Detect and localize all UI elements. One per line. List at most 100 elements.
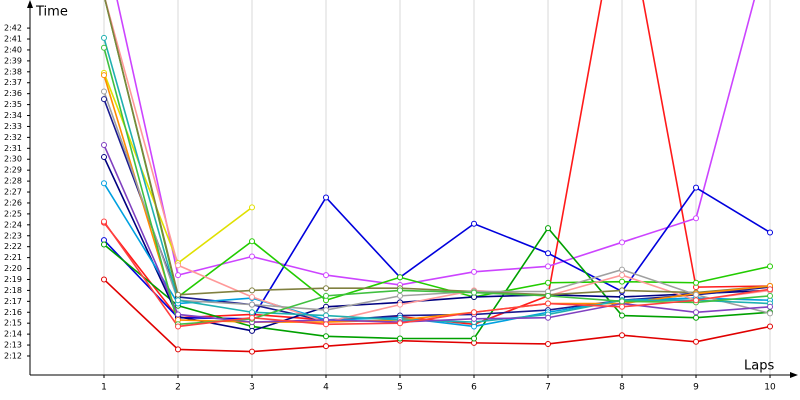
y-tick-label: 2:22 [4, 242, 22, 251]
y-tick-label: 2:16 [4, 308, 22, 317]
point [101, 154, 108, 161]
point [323, 292, 330, 299]
y-tick-label: 2:28 [4, 177, 22, 186]
point [545, 263, 552, 270]
point [545, 225, 552, 232]
point [619, 287, 626, 294]
point [249, 301, 256, 308]
tick-labels: 2:122:13 2:14 2:15 2:16 2:17 2:18 2:19 2:20 2:21… [4, 24, 776, 393]
point [323, 194, 330, 201]
point [397, 320, 404, 327]
point [101, 34, 108, 41]
point [101, 180, 108, 187]
point [693, 338, 700, 345]
point [545, 340, 552, 347]
point [397, 335, 404, 342]
y-tick-label: 2:32 [4, 133, 22, 142]
y-tick-label: 2:36 [4, 89, 22, 98]
point [693, 184, 700, 191]
point [249, 293, 256, 300]
point [619, 278, 626, 285]
point [545, 292, 552, 299]
series-line [103, 91, 771, 315]
y-tick-label: 2:29 [4, 166, 22, 175]
point [545, 250, 552, 257]
point [323, 272, 330, 279]
x-tick-label: 5 [397, 383, 403, 393]
point [249, 327, 256, 334]
point [323, 321, 330, 328]
point [619, 312, 626, 319]
y-tick-label: 2:41 [4, 35, 22, 44]
y-tick-label: 2:19 [4, 275, 22, 284]
point [471, 220, 478, 227]
series-line [103, 226, 771, 340]
x-tick-label: 7 [545, 383, 551, 393]
series-line [104, 0, 771, 323]
point [101, 218, 108, 225]
point [767, 286, 774, 293]
point [471, 315, 478, 322]
y-tick-label: 2:25 [4, 209, 22, 218]
y-tick-label: 2:24 [4, 220, 22, 229]
y-tick-label: 2:35 [4, 100, 22, 109]
x-axis-title: Laps [744, 359, 774, 374]
point [101, 44, 108, 51]
point [471, 335, 478, 342]
y-tick-label: 2:21 [4, 253, 22, 262]
point [767, 292, 774, 299]
point [101, 142, 108, 149]
y-axis-title: Time [35, 5, 68, 20]
x-tick-label: 2 [175, 383, 181, 393]
point [619, 272, 626, 279]
y-tick-label: 2:20 [4, 264, 22, 273]
series-line [103, 221, 771, 328]
y-tick-label: 2:18 [4, 286, 22, 295]
point [249, 309, 256, 316]
y-tick-label: 2:39 [4, 56, 22, 65]
point [619, 332, 626, 339]
point [175, 297, 182, 304]
x-tick-label: 1 [101, 383, 107, 393]
point [249, 314, 256, 321]
point [175, 272, 182, 279]
point [693, 309, 700, 316]
y-tick-label: 2:37 [4, 78, 22, 87]
point [471, 309, 478, 316]
point [545, 314, 552, 321]
y-tick-label: 2:31 [4, 144, 22, 153]
point [175, 262, 182, 269]
y-tick-label: 2:15 [4, 319, 22, 328]
point [101, 72, 108, 79]
y-tick-label: 2:23 [4, 231, 22, 240]
y-tick-label: 2:30 [4, 155, 22, 164]
y-tick-label: 2:27 [4, 188, 22, 197]
point [619, 239, 626, 246]
point [471, 268, 478, 275]
point [693, 215, 700, 222]
point [175, 323, 182, 330]
point [249, 238, 256, 245]
point [397, 292, 404, 299]
point [397, 301, 404, 308]
y-tick-label: 2:40 [4, 45, 22, 54]
y-tick-label: 2:14 [4, 330, 22, 339]
point [397, 287, 404, 294]
point [619, 266, 626, 273]
point [693, 314, 700, 321]
point [545, 279, 552, 286]
point [249, 204, 256, 211]
series-line [104, 0, 771, 296]
y-tick-label: 2:42 [4, 24, 22, 33]
point [693, 291, 700, 298]
point [323, 333, 330, 340]
point [249, 287, 256, 294]
series-line [103, 156, 771, 332]
point [175, 291, 182, 298]
x-tick-label: 9 [693, 383, 699, 393]
point [767, 303, 774, 310]
y-axis-arrow [27, 0, 33, 8]
point [693, 279, 700, 286]
y-tick-label: 2:17 [4, 297, 22, 306]
